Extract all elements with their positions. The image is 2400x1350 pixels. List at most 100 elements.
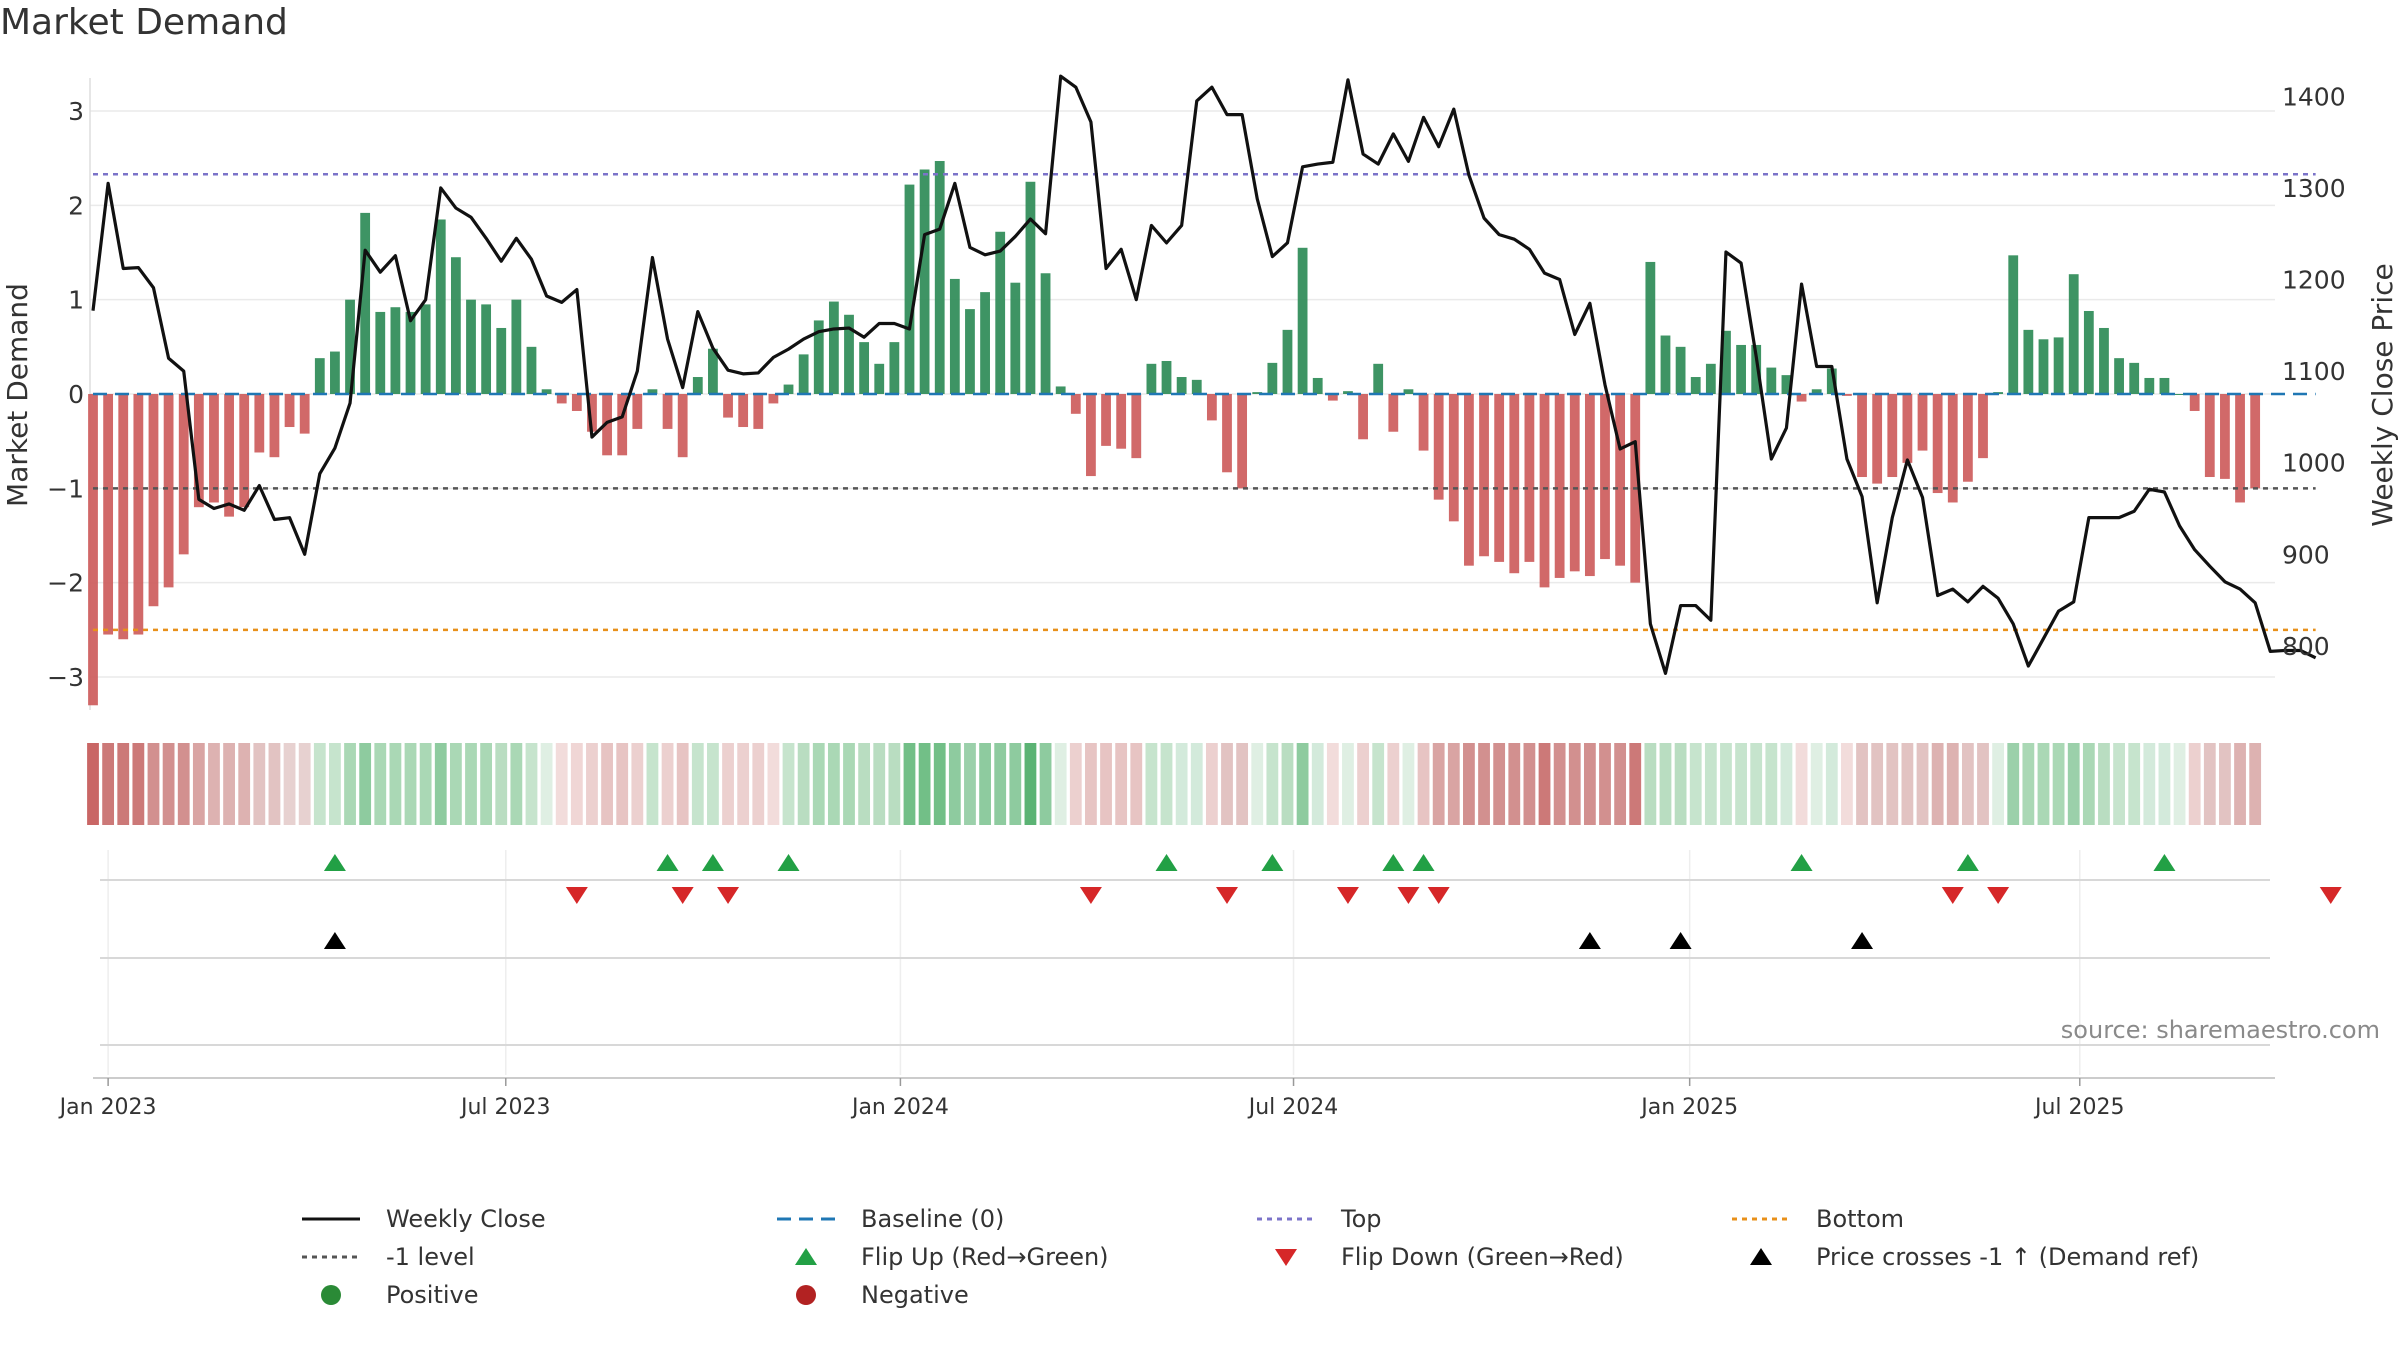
- demand-bar: [1297, 247, 1308, 394]
- heat-strip-cell: [1387, 743, 1400, 825]
- legend-triangle-up-icon: [1750, 1248, 1772, 1265]
- left-tick-label: −1: [47, 474, 84, 503]
- heat-strip-cell: [1175, 743, 1188, 825]
- heat-strip-cell: [646, 743, 659, 825]
- flip-down-marker: [717, 887, 740, 904]
- heat-strip-cell: [1946, 743, 1959, 825]
- demand-bar: [1690, 377, 1701, 394]
- heat-strip-cell: [2113, 743, 2125, 825]
- flip-down-marker: [1427, 887, 1450, 904]
- demand-bar: [617, 394, 628, 456]
- demand-bar: [450, 257, 461, 394]
- demand-bar: [1947, 394, 1958, 503]
- flip-up-marker: [1412, 854, 1435, 871]
- heat-strip-cell: [1205, 743, 1218, 825]
- heat-strip-cell: [918, 743, 931, 825]
- demand-bar: [541, 389, 552, 394]
- heat-strip-cell: [1281, 743, 1294, 825]
- heat-strip-cell: [1977, 743, 1989, 825]
- demand-bar: [1600, 394, 1610, 560]
- legend-label: Bottom: [1816, 1205, 1905, 1233]
- demand-bar: [88, 394, 98, 706]
- flip-up-marker: [656, 854, 679, 871]
- price-cross-marker: [1851, 932, 1874, 949]
- heat-strip-cell: [434, 743, 447, 825]
- heat-strip-cell: [1342, 743, 1354, 825]
- demand-bar: [1872, 394, 1883, 484]
- x-tick-label: Jan 2025: [1639, 1095, 1738, 1120]
- demand-bar: [148, 394, 159, 607]
- right-tick-label: 1100: [2282, 357, 2346, 386]
- flip-up-marker: [777, 854, 800, 871]
- heat-strip-cell: [812, 743, 825, 825]
- demand-bar: [602, 394, 612, 456]
- demand-bar: [632, 394, 643, 429]
- demand-bar: [844, 314, 854, 394]
- heat-strip-cell: [2067, 743, 2080, 825]
- heat-strip-cell: [1463, 743, 1475, 825]
- demand-bar: [1721, 330, 1731, 394]
- demand-bar: [1932, 394, 1943, 494]
- heat-strip-cell: [540, 743, 553, 825]
- heat-strip-cell: [1266, 743, 1279, 825]
- demand-bar: [1978, 394, 1988, 459]
- demand-bar: [314, 358, 325, 394]
- x-tick-label: Jul 2025: [2033, 1095, 2125, 1120]
- legend-item: Baseline (0): [775, 1205, 1004, 1233]
- heat-strip-cell: [1130, 743, 1143, 825]
- demand-bar: [1327, 394, 1338, 401]
- heat-strip-cell: [1024, 743, 1037, 825]
- heat-strip-cell: [132, 743, 145, 825]
- demand-bar: [677, 394, 688, 458]
- heat-strip-cell: [449, 743, 462, 825]
- legend-triangle-up-icon: [795, 1248, 817, 1265]
- demand-bar: [1796, 394, 1807, 402]
- demand-bar: [526, 346, 537, 394]
- demand-bar: [1252, 392, 1263, 394]
- left-tick-label: 3: [68, 97, 84, 126]
- demand-bar: [1403, 389, 1414, 394]
- heat-strip-cell: [1931, 743, 1944, 825]
- heat-strip-cell: [208, 743, 220, 825]
- demand-bar: [1116, 394, 1127, 449]
- demand-bar: [1539, 394, 1550, 588]
- demand-bar: [496, 327, 507, 394]
- left-tick-label: −3: [47, 663, 84, 692]
- demand-bar: [1887, 394, 1898, 478]
- left-tick-label: 2: [68, 191, 84, 220]
- demand-bar: [1433, 394, 1444, 500]
- heat-strip-cell: [117, 743, 130, 825]
- demand-bar: [995, 231, 1006, 394]
- flip-up-marker: [1790, 854, 1813, 871]
- heat-strip-cell: [359, 743, 372, 825]
- demand-bar: [2083, 310, 2094, 394]
- demand-bar: [1373, 363, 1384, 394]
- demand-bar: [209, 394, 219, 503]
- demand-bar: [1509, 394, 1520, 574]
- demand-bar: [828, 301, 839, 394]
- heat-strip-cell: [465, 743, 477, 825]
- demand-bar: [1040, 273, 1051, 394]
- demand-bar: [738, 394, 749, 428]
- left-tick-label: 1: [68, 286, 84, 315]
- demand-bar: [2053, 337, 2064, 394]
- heat-strip-cell: [344, 743, 356, 825]
- demand-bar: [481, 304, 492, 394]
- heat-strip-cell: [767, 743, 780, 825]
- legend-label: Baseline (0): [861, 1205, 1005, 1233]
- heat-strip-cell: [2188, 743, 2201, 825]
- chart-title: Market Demand: [0, 2, 288, 43]
- demand-bar: [1358, 394, 1368, 440]
- heat-strip-cell: [676, 743, 689, 825]
- heat-strip-cell: [586, 743, 598, 825]
- demand-bar: [2023, 329, 2034, 394]
- demand-bar: [2235, 394, 2245, 503]
- heat-strip-cell: [1372, 743, 1385, 825]
- price-cross-marker: [1578, 932, 1601, 949]
- heat-strip-cell: [1780, 743, 1793, 825]
- heat-strip-cell: [1599, 743, 1611, 825]
- heat-strip-cell: [510, 743, 523, 825]
- heat-strip-cell: [329, 743, 341, 825]
- price-cross-marker: [323, 932, 346, 949]
- heat-strip-cell: [2128, 743, 2141, 825]
